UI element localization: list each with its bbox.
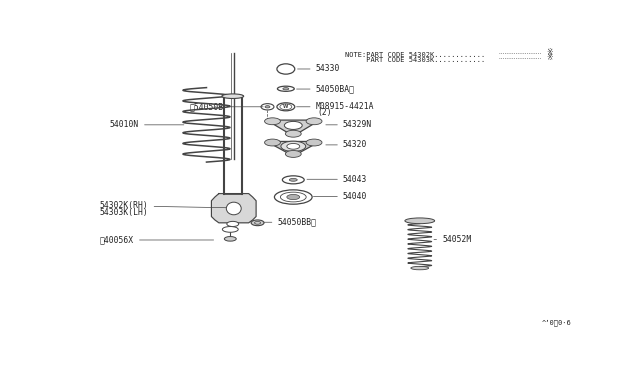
Text: 54043: 54043 <box>307 175 367 184</box>
Polygon shape <box>267 141 320 156</box>
Ellipse shape <box>264 139 280 146</box>
Text: 54040: 54040 <box>314 192 367 201</box>
Text: 54052M: 54052M <box>434 235 471 244</box>
Text: 54303K(LH): 54303K(LH) <box>100 208 148 217</box>
Ellipse shape <box>289 179 297 181</box>
Text: 54329N: 54329N <box>326 121 372 129</box>
Ellipse shape <box>405 218 435 224</box>
Text: W: W <box>283 104 289 109</box>
Ellipse shape <box>284 121 302 129</box>
Text: ※40056X: ※40056X <box>100 235 214 244</box>
Ellipse shape <box>306 118 322 125</box>
Text: ※: ※ <box>547 48 552 57</box>
Ellipse shape <box>285 130 301 137</box>
Text: (2): (2) <box>317 108 332 117</box>
Polygon shape <box>211 193 256 223</box>
Ellipse shape <box>227 221 239 227</box>
Text: 54050BB※: 54050BB※ <box>261 218 316 227</box>
Ellipse shape <box>265 106 270 108</box>
Ellipse shape <box>306 139 322 146</box>
Text: M08915-4421A: M08915-4421A <box>296 102 374 111</box>
Ellipse shape <box>227 202 241 215</box>
Ellipse shape <box>287 144 300 149</box>
Text: 54010N: 54010N <box>110 121 184 129</box>
Ellipse shape <box>264 118 280 125</box>
Ellipse shape <box>222 227 238 232</box>
Ellipse shape <box>222 94 244 99</box>
Text: ※54050B: ※54050B <box>189 102 263 111</box>
Text: 54320: 54320 <box>326 140 367 150</box>
Text: PART CODE 54303K............: PART CODE 54303K............ <box>346 57 486 62</box>
Ellipse shape <box>225 237 236 241</box>
Ellipse shape <box>283 87 289 90</box>
Text: 54050BA※: 54050BA※ <box>296 84 355 93</box>
Ellipse shape <box>285 151 301 157</box>
Polygon shape <box>267 120 320 136</box>
Ellipse shape <box>281 141 306 151</box>
Text: ※: ※ <box>547 53 552 62</box>
Ellipse shape <box>287 195 300 200</box>
Text: ^ʼ0※0·6: ^ʼ0※0·6 <box>541 319 571 326</box>
Text: NOTE:PART CODE 54302K............: NOTE:PART CODE 54302K............ <box>346 52 486 58</box>
Ellipse shape <box>251 220 264 226</box>
Ellipse shape <box>411 266 429 270</box>
Text: 54302K(RH): 54302K(RH) <box>100 201 235 211</box>
Text: 54330: 54330 <box>298 64 340 74</box>
